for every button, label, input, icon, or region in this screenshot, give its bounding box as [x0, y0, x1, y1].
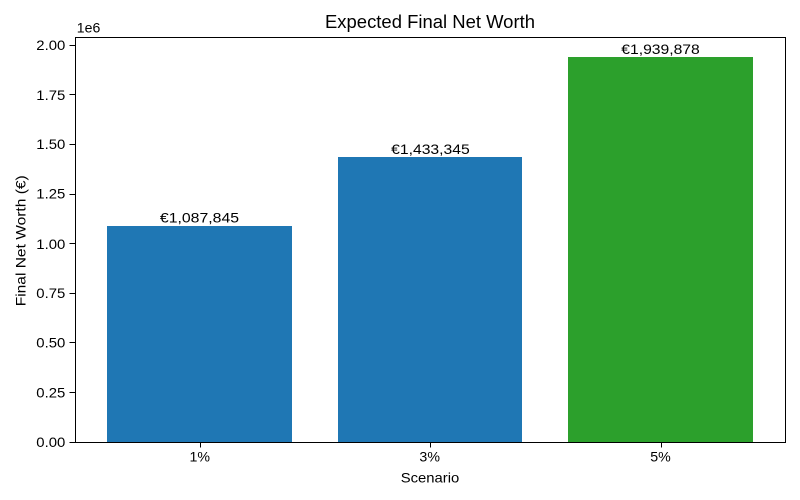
svg-text:1.25: 1.25 [36, 186, 65, 202]
svg-text:1.75: 1.75 [36, 87, 65, 103]
svg-text:€1,939,878: €1,939,878 [621, 41, 700, 57]
svg-text:0.00: 0.00 [36, 434, 65, 450]
svg-text:1e6: 1e6 [77, 20, 101, 36]
svg-text:0.75: 0.75 [36, 285, 65, 301]
svg-text:€1,087,845: €1,087,845 [160, 210, 239, 226]
svg-text:2.00: 2.00 [36, 37, 65, 53]
svg-text:0.25: 0.25 [36, 385, 65, 401]
svg-text:1.50: 1.50 [36, 136, 65, 152]
svg-text:Final Net Worth (€): Final Net Worth (€) [12, 175, 28, 306]
svg-text:Expected Final Net Worth: Expected Final Net Worth [325, 12, 535, 32]
svg-text:€1,433,345: €1,433,345 [391, 141, 470, 157]
svg-text:1%: 1% [190, 449, 211, 465]
svg-text:Scenario: Scenario [401, 469, 460, 485]
svg-text:5%: 5% [650, 449, 671, 465]
svg-text:0.50: 0.50 [36, 335, 65, 351]
svg-text:1.00: 1.00 [36, 236, 65, 252]
svg-text:3%: 3% [419, 449, 440, 465]
